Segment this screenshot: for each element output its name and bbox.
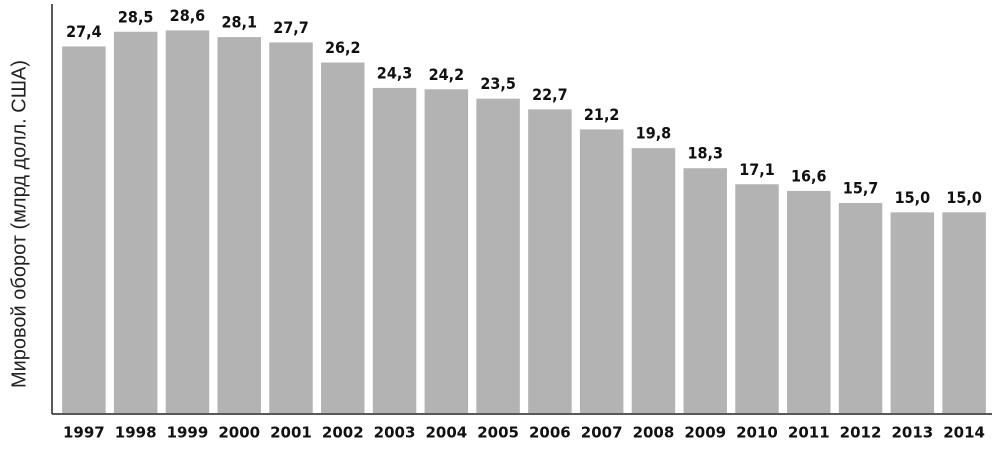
x-tick-label: 2004 [425, 424, 467, 442]
x-tick-label: 2012 [840, 424, 882, 442]
x-tick-label: 2003 [374, 424, 416, 442]
value-label: 28,1 [221, 13, 257, 32]
bar [838, 202, 883, 413]
x-tick-label: 2010 [736, 424, 778, 442]
x-tick-label: 2000 [218, 424, 260, 442]
value-label: 16,6 [791, 166, 827, 185]
bar [942, 212, 986, 413]
bar [528, 109, 572, 414]
value-label: 22,7 [532, 85, 568, 104]
bar [476, 98, 520, 413]
bar [165, 30, 210, 414]
x-tick-label: 2009 [684, 424, 726, 442]
value-label: 27,7 [273, 18, 309, 37]
bar [890, 212, 935, 413]
bar [424, 89, 469, 413]
value-label: 21,2 [584, 105, 620, 124]
x-tick-label: 2007 [581, 424, 623, 442]
value-label: 28,6 [170, 6, 206, 25]
x-tick-label: 2002 [322, 424, 364, 442]
bar [683, 168, 727, 413]
x-tick-label: 2008 [633, 424, 675, 442]
bar [113, 31, 158, 414]
bar [62, 46, 106, 414]
x-tick-label: 2014 [943, 424, 985, 442]
value-label: 28,5 [118, 7, 154, 26]
value-label: 19,8 [636, 124, 672, 143]
x-tick-label: 2013 [891, 424, 933, 442]
y-axis-label: Мировой оборот (млрд долл. США) [8, 60, 30, 388]
x-tick-label: 1997 [63, 424, 105, 442]
bar [579, 129, 624, 413]
value-label: 26,2 [325, 38, 361, 57]
value-label: 15,0 [946, 188, 982, 207]
bar [735, 184, 779, 413]
x-tick-label: 1999 [167, 424, 209, 442]
bar [787, 190, 831, 413]
value-label: 24,2 [429, 65, 465, 84]
x-tick-label: 2005 [477, 424, 519, 442]
value-label: 27,4 [66, 22, 102, 41]
bar [372, 87, 417, 413]
value-label: 23,5 [480, 74, 516, 93]
x-tick-label: 2001 [270, 424, 312, 442]
value-label: 18,3 [687, 144, 723, 163]
bar [321, 62, 365, 414]
x-tick-label: 1998 [115, 424, 157, 442]
bar [269, 42, 313, 413]
value-label: 15,7 [843, 178, 879, 197]
x-tick-label: 2006 [529, 424, 571, 442]
bar [217, 37, 261, 413]
value-label: 17,1 [739, 160, 775, 179]
value-label: 15,0 [895, 188, 931, 207]
bar [631, 148, 676, 413]
value-label: 24,3 [377, 63, 413, 82]
x-tick-label: 2011 [788, 424, 830, 442]
